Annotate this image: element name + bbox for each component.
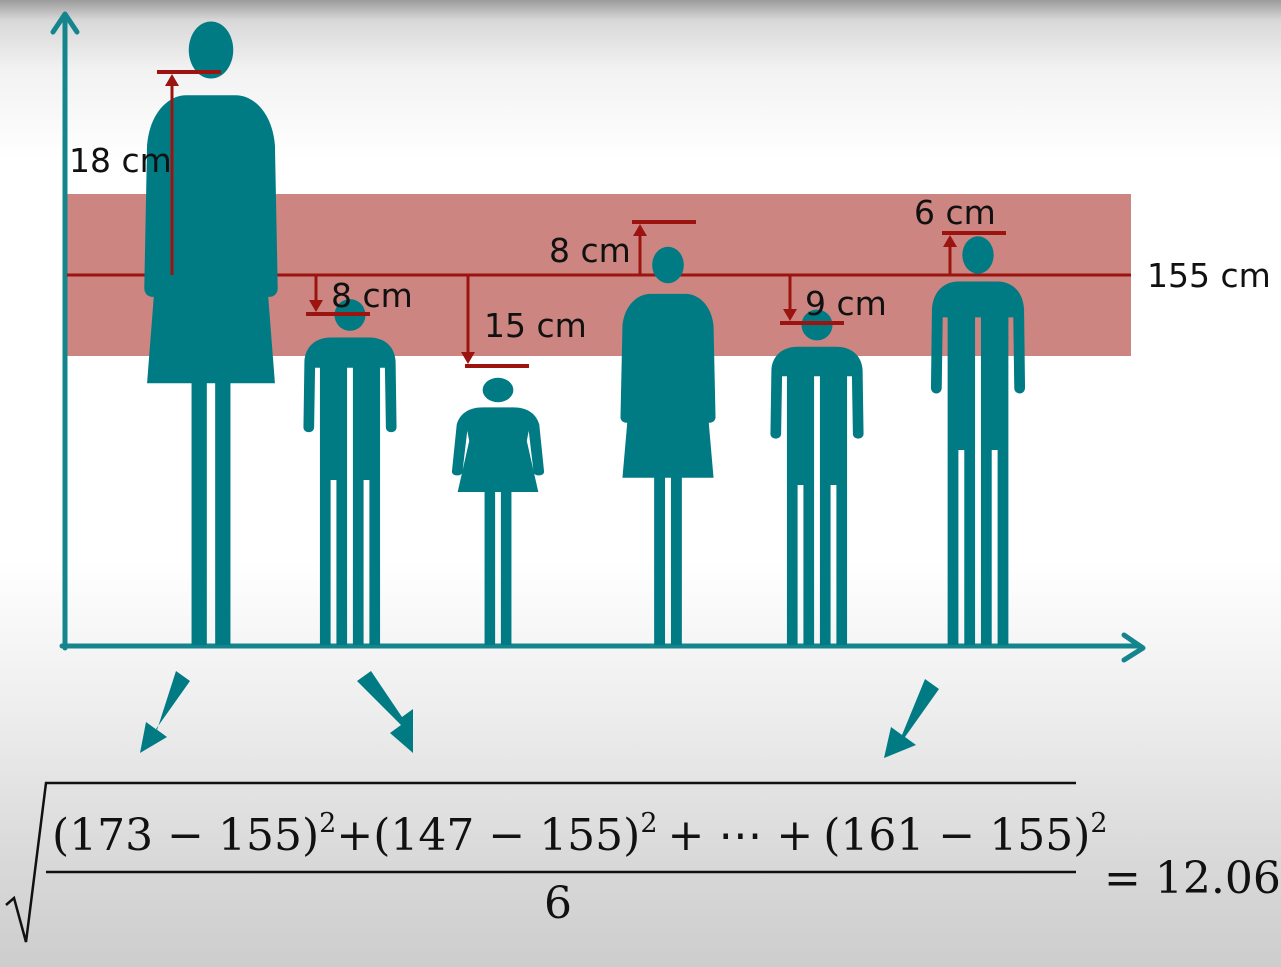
person-6-figure (930, 236, 1026, 645)
ellipsis: + ⋯ + (668, 810, 814, 861)
person-1-deviation-marker (157, 70, 221, 275)
result: = 12.06 (1104, 853, 1281, 904)
exponent-1: 2 (319, 808, 336, 839)
y-axis-arrowhead (50, 11, 80, 35)
axes (50, 11, 1146, 663)
person-5-deviation-label: 9 cm (805, 284, 887, 323)
person-2-figure (303, 299, 397, 645)
pointer-arrow-2 (357, 671, 413, 753)
person-6-deviation-marker (942, 231, 1006, 275)
term-1: (173 − 155) (52, 810, 319, 861)
pointer-arrow-3 (884, 679, 939, 758)
person-1-deviation-label: 18 cm (69, 141, 172, 180)
exponent-3: 2 (1090, 808, 1107, 839)
exponent-2: 2 (640, 808, 657, 839)
denominator: 6 (544, 878, 572, 929)
person-2-deviation-label: 8 cm (331, 276, 413, 315)
person-5-deviation-marker (780, 275, 844, 325)
person-4-deviation-label: 8 cm (549, 231, 631, 270)
term-3: (161 − 155) (823, 810, 1090, 861)
person-2-deviation-marker (306, 275, 370, 316)
person-5-figure (770, 309, 864, 645)
deviation-markers (157, 70, 1006, 368)
x-axis-arrowhead (1121, 632, 1146, 663)
person-1-figure (144, 21, 278, 646)
plus-sign: + (336, 810, 373, 861)
term-2: (147 − 155) (373, 810, 640, 861)
mean-label: 155 cm (1147, 256, 1271, 295)
person-3-deviation-marker (461, 275, 529, 368)
person-3-deviation-label: 15 cm (484, 306, 587, 345)
numerator: (173 − 155)2+(147 − 155)2 + ⋯ + (161 − 155… (52, 808, 1108, 861)
formula: (173 − 155)2+(147 − 155)2 + ⋯ + (161 − 155… (5, 781, 1281, 943)
person-4-deviation-marker (632, 220, 696, 275)
person-3-figure (451, 377, 545, 645)
person-4-figure (620, 246, 716, 645)
pointer-arrow-1 (140, 671, 190, 753)
person-6-deviation-label: 6 cm (914, 193, 996, 232)
deviation-labels: 18 cm 8 cm 15 cm 8 cm 9 cm 6 cm (69, 141, 996, 345)
square-root-sign (5, 781, 1076, 943)
pointer-arrows (140, 671, 939, 758)
